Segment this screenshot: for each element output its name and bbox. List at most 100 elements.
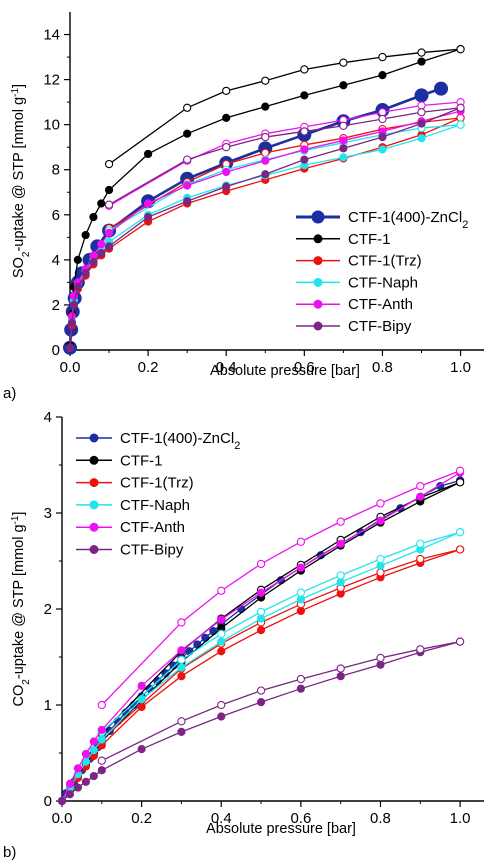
x-tick-label: 0.4 (216, 359, 237, 376)
desorption-point (104, 200, 114, 209)
adsorption-point (339, 136, 348, 145)
adsorption-point (97, 239, 106, 249)
adsorption-point (256, 614, 266, 623)
y-tick-label: 8 (52, 162, 60, 179)
desorption-point (456, 120, 465, 129)
x-tick-label: 0.4 (211, 810, 232, 827)
legend-swatch-marker (89, 433, 99, 443)
legend-swatch-marker (313, 277, 323, 287)
desorption-point (296, 537, 306, 546)
desorption-point (336, 664, 345, 673)
legend-entry-label: CTF-Naph (348, 274, 418, 291)
adsorption-point (89, 258, 98, 267)
adsorption-point (89, 212, 98, 222)
adsorption-point (97, 249, 106, 258)
legend-entry-label: CTF-Bipy (120, 542, 184, 559)
adsorption-point (89, 771, 98, 781)
adsorption-point (183, 129, 192, 138)
x-axis-label: Absolute pressure [bar] (210, 363, 360, 379)
adsorption-point (137, 745, 146, 754)
desorption-point (256, 686, 266, 695)
adsorption-point (81, 269, 90, 278)
adsorption-point (376, 660, 385, 669)
adsorption-point (177, 663, 186, 672)
desorption-point (339, 121, 348, 130)
adsorption-point (417, 57, 426, 66)
y-tick-label: 2 (44, 601, 52, 618)
legend-swatch-marker (313, 234, 323, 244)
adsorption-point (300, 155, 309, 164)
x-tick-label: 0.2 (131, 810, 152, 827)
adsorption-point (65, 779, 75, 788)
y-tick-label: 0 (44, 793, 52, 810)
desorption-point (416, 554, 425, 564)
desorption-point (455, 528, 465, 537)
adsorption-point (89, 737, 98, 746)
adsorption-point (417, 134, 426, 143)
adsorption-point (296, 563, 305, 572)
adsorption-point (217, 637, 226, 646)
adsorption-point (378, 145, 387, 154)
desorption-point (97, 700, 106, 710)
x-tick-label: 0.0 (52, 810, 73, 827)
legend-swatch-marker (89, 500, 99, 510)
adsorption-point (73, 282, 82, 292)
adsorption-point (81, 230, 90, 240)
adsorption-point (222, 182, 231, 191)
adsorption-point (261, 156, 270, 165)
desorption-point (217, 586, 226, 595)
desorption-point (416, 645, 425, 654)
adsorption-point (73, 255, 82, 264)
adsorption-point (339, 153, 348, 162)
desorption-point (261, 132, 270, 142)
desorption-line (108, 101, 461, 207)
adsorption-point (256, 626, 266, 635)
adsorption-point (69, 300, 79, 310)
desorption-point (183, 103, 192, 112)
desorption-point (104, 159, 114, 169)
desorption-point (177, 717, 186, 726)
legend-swatch-marker (313, 321, 323, 331)
adsorption-point (339, 81, 348, 90)
y-tick-label: 3 (44, 505, 52, 522)
adsorption-point (417, 119, 426, 128)
y-tick-label: 0 (52, 342, 60, 359)
adsorption-point (137, 695, 146, 704)
adsorption-point (97, 199, 106, 208)
legend-entry-label: CTF-1 (120, 452, 163, 469)
desorption-point (97, 756, 106, 765)
adsorption-point (104, 228, 114, 237)
adsorption-point (256, 698, 266, 707)
adsorption-point (65, 343, 75, 352)
legend-entry-label: CTF-Anth (120, 519, 185, 536)
x-tick-label: 0.8 (370, 810, 391, 827)
desorption-point (336, 517, 345, 526)
adsorption-point (177, 727, 186, 736)
desorption-line (108, 107, 461, 206)
desorption-point (376, 499, 385, 508)
adsorption-point (416, 492, 425, 501)
desorption-point (296, 588, 306, 597)
adsorption-line (61, 531, 461, 802)
desorption-point (336, 571, 345, 580)
adsorption-point (434, 81, 449, 96)
desorption-point (455, 466, 465, 475)
y-tick-label: 6 (52, 207, 60, 224)
desorption-point (217, 700, 226, 710)
adsorption-point (183, 197, 192, 206)
adsorption-point (104, 242, 114, 251)
x-tick-label: 0.0 (60, 359, 81, 376)
adsorption-point (177, 672, 186, 681)
adsorption-point (336, 539, 345, 548)
y-tick-label: 14 (43, 27, 60, 44)
x-tick-label: 1.0 (450, 359, 471, 376)
adsorption-point (137, 702, 146, 712)
desorption-point (183, 155, 192, 164)
legend-swatch-marker (89, 478, 99, 488)
adsorption-point (296, 606, 305, 616)
desorption-point (417, 108, 426, 117)
desorption-point (177, 655, 186, 665)
